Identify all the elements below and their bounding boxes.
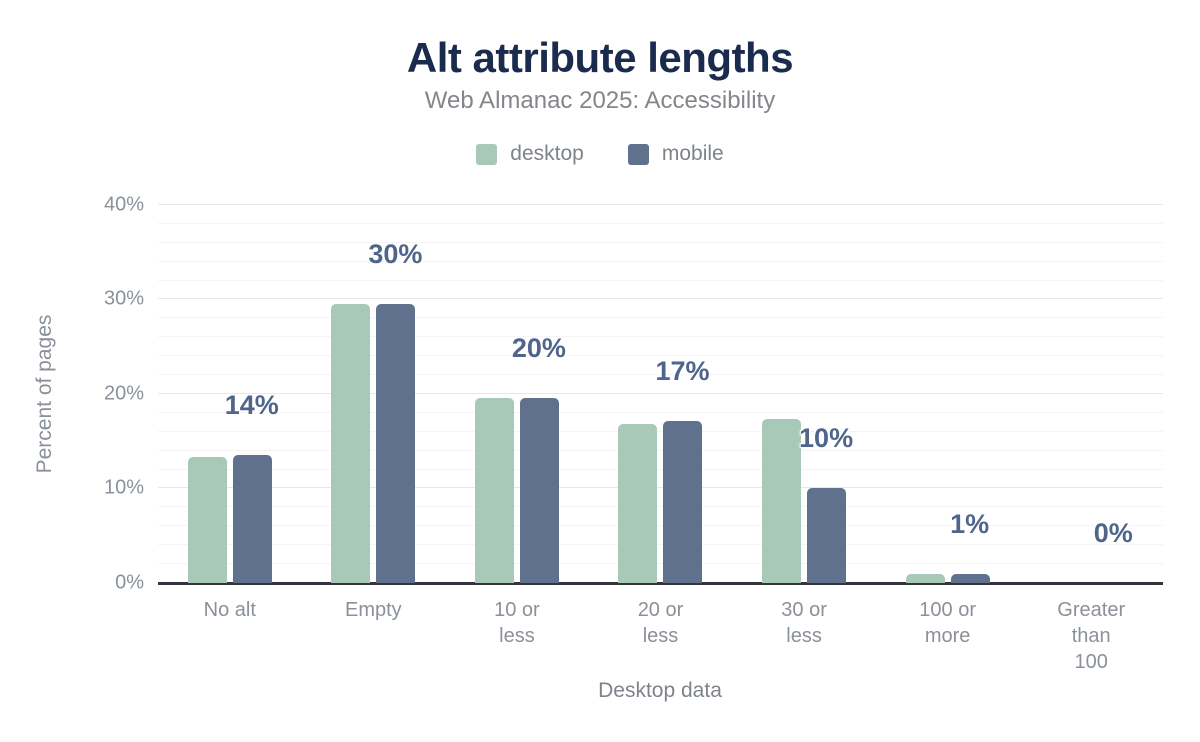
gridline-minor xyxy=(158,374,1163,375)
plot-area: 0% 10% 20% 30% 40% 14% No alt 30% Empty 20% 10 or … xyxy=(104,194,1163,673)
bar-mobile-6[interactable] xyxy=(950,574,990,583)
x-axis-title: Desktop data xyxy=(598,679,722,702)
bar-pair xyxy=(905,574,990,583)
legend: desktop mobile xyxy=(0,142,1200,166)
y-tick-label: 10% xyxy=(103,476,144,499)
data-label: 30% xyxy=(368,239,423,269)
x-tick-label: 30 or less xyxy=(781,599,827,647)
bar-desktop-3[interactable] xyxy=(474,398,514,583)
data-label: 20% xyxy=(511,333,566,363)
bar-desktop-2[interactable] xyxy=(331,304,371,583)
chart-subtitle: Web Almanac 2025: Accessibility xyxy=(424,87,776,114)
category-band-2: 30% Empty xyxy=(302,205,446,621)
chart-title: Alt attribute lengths xyxy=(406,34,794,81)
x-tick-label: Greater than 100 xyxy=(1057,599,1126,673)
bar-pair xyxy=(762,419,847,583)
desktop-swatch-icon xyxy=(476,143,498,165)
gridline-minor xyxy=(158,223,1163,224)
category-band-3: 20% 10 or less xyxy=(445,205,589,647)
bar-mobile-1[interactable] xyxy=(232,455,272,583)
legend-item-mobile[interactable]: mobile xyxy=(627,142,724,166)
gridline-minor xyxy=(158,355,1163,356)
legend-label-mobile: mobile xyxy=(661,142,724,165)
category-band-5: 10% 30 or less xyxy=(732,205,876,647)
bar-pair xyxy=(331,304,416,583)
legend-label-desktop: desktop xyxy=(510,142,584,165)
mobile-swatch-icon xyxy=(627,143,649,165)
data-label: 1% xyxy=(950,509,990,539)
category-band-4: 17% 20 or less xyxy=(589,205,733,647)
y-tick-label: 30% xyxy=(103,287,144,310)
x-axis-line xyxy=(158,582,1163,585)
x-tick-label: 100 or more xyxy=(919,599,976,647)
bar-mobile-2[interactable] xyxy=(376,304,416,583)
category-band-7: 0% Greater than 100 xyxy=(1019,205,1163,673)
gridline-minor xyxy=(158,242,1163,243)
gridline-minor xyxy=(158,412,1163,413)
gridline-major xyxy=(158,204,1163,205)
gridline-major xyxy=(158,487,1163,488)
data-label: 10% xyxy=(799,423,854,453)
gridline-major xyxy=(158,393,1163,394)
data-label: 0% xyxy=(1093,518,1133,548)
y-tick-label: 20% xyxy=(103,382,144,405)
gridline-minor xyxy=(158,506,1163,507)
gridline-minor xyxy=(158,261,1163,262)
bar-desktop-5[interactable] xyxy=(762,419,802,583)
bar-desktop-6[interactable] xyxy=(905,574,945,583)
bar-pair xyxy=(187,455,272,583)
category-band-1: 14% No alt xyxy=(158,205,302,621)
bar-desktop-4[interactable] xyxy=(618,424,658,583)
gridline-minor xyxy=(158,563,1163,564)
y-axis-title: Percent of pages xyxy=(33,314,56,474)
bar-mobile-5[interactable] xyxy=(807,488,847,583)
gridline-minor xyxy=(158,431,1163,432)
bar-desktop-1[interactable] xyxy=(187,457,227,583)
gridline-minor xyxy=(158,469,1163,470)
y-tick-label: 0% xyxy=(115,571,144,594)
bar-mobile-3[interactable] xyxy=(519,398,559,583)
gridline-minor xyxy=(158,336,1163,337)
gridline-minor xyxy=(158,525,1163,526)
gridline-major xyxy=(158,298,1163,299)
x-tick-label: No alt xyxy=(203,599,256,621)
gridline-minor xyxy=(158,544,1163,545)
gridline-minor xyxy=(158,317,1163,318)
data-label: 17% xyxy=(655,356,710,386)
x-tick-label: 20 or less xyxy=(637,599,684,647)
legend-item-desktop[interactable]: desktop xyxy=(476,142,584,166)
x-tick-label: Empty xyxy=(345,599,402,621)
gridline-minor xyxy=(158,450,1163,451)
y-tick-label: 40% xyxy=(103,193,144,216)
bar-pair xyxy=(474,398,559,583)
bar-pair xyxy=(618,421,703,583)
bar-mobile-4[interactable] xyxy=(663,421,703,583)
x-tick-label: 10 or less xyxy=(494,599,540,647)
gridline-minor xyxy=(158,280,1163,281)
data-label: 14% xyxy=(224,390,279,420)
category-band-6: 1% 100 or more xyxy=(876,205,1020,647)
